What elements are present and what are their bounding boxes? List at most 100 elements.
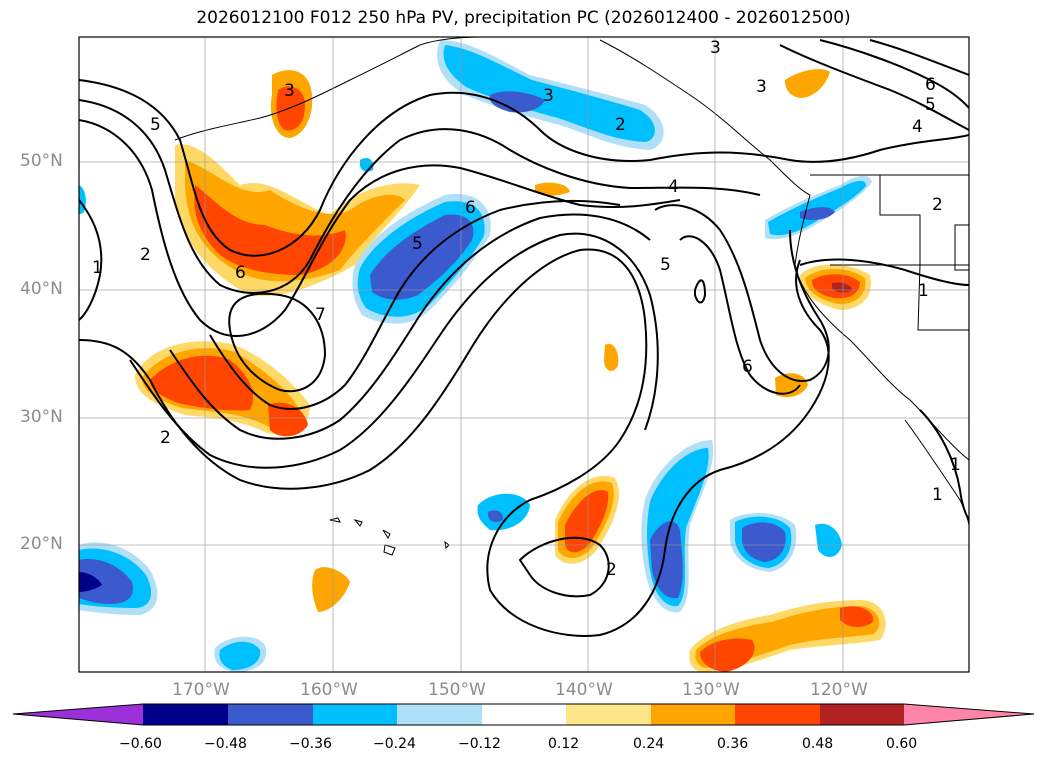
- contour-label: 3: [284, 81, 295, 101]
- contour-label: 2: [606, 560, 617, 580]
- colorbar-tick: −0.48: [204, 736, 247, 752]
- negative-fill-hawaii-west-dark: [488, 510, 504, 523]
- pv-contour-trough-4: [209, 199, 621, 410]
- lon-label-150w: 150°W: [428, 680, 486, 700]
- negative-fill-pnw-dark: [800, 207, 835, 220]
- pv-contour-northeast-1: [779, 44, 969, 131]
- contour-label: 2: [140, 245, 151, 265]
- colorbar-extend-low: [13, 704, 143, 725]
- colorbar-swatch: [228, 704, 313, 725]
- contour-label: 5: [660, 255, 671, 275]
- pv-contour-ridge-2: [79, 99, 761, 294]
- colorbar: [12, 703, 1035, 726]
- negative-anomaly-fills: [79, 40, 872, 672]
- negative-fill-alaska-gulf-blue: [443, 45, 655, 142]
- hawaii-islands: [329, 517, 450, 556]
- pv-contour-ridge-1: [79, 79, 969, 257]
- negative-fill-far-west-navy: [79, 572, 102, 592]
- contour-label: 1: [932, 485, 943, 505]
- lat-label-30n: 30°N: [20, 407, 63, 427]
- map-frame: [78, 36, 970, 673]
- contour-labels: 3 3 3 6 5 4 2 5 6 1 2 6 7 5 4 5 6 1 2 2 …: [92, 38, 961, 580]
- pv-contour-trough-1: [79, 248, 830, 637]
- pv-contour-tiny-7: [694, 279, 707, 304]
- colorbar-outline: [12, 703, 1035, 726]
- contour-label: 5: [412, 234, 423, 254]
- negative-fill-east-tiny: [815, 523, 842, 557]
- lon-label-170w: 170°W: [172, 680, 230, 700]
- colorbar-swatch: [651, 704, 735, 725]
- contour-label: 6: [742, 357, 753, 377]
- positive-fill-aleutian-red: [276, 86, 305, 131]
- contour-label: 5: [925, 95, 936, 115]
- pv-contour-california: [799, 258, 969, 286]
- contour-label: 6: [235, 263, 246, 283]
- pv-contour-east-loop: [654, 204, 830, 382]
- alaska-panhandle-coast: [599, 39, 811, 196]
- lat-label-40n: 40°N: [20, 279, 63, 299]
- contour-label: 6: [925, 75, 936, 95]
- positive-fill-small-1: [604, 343, 619, 372]
- positive-fill-southeast-red-2: [840, 606, 874, 628]
- colorbar-swatch: [313, 704, 397, 725]
- positive-fill-small-4: [785, 69, 830, 98]
- contour-label: 3: [756, 77, 767, 97]
- colorbar-extend-high: [904, 704, 1034, 725]
- pv-contour-ridge-3: [79, 119, 681, 337]
- alaska-coast: [174, 37, 481, 141]
- positive-fill-subtropical-west-small: [268, 402, 308, 437]
- colorbar-tick: 0.24: [633, 736, 665, 752]
- pv-contour-west-edge: [79, 199, 103, 321]
- contour-label: 4: [912, 117, 923, 137]
- colorbar-tick: −0.60: [119, 736, 162, 752]
- lon-label-140w: 140°W: [555, 680, 613, 700]
- colorbar-swatch: [482, 704, 566, 725]
- lat-label-50n: 50°N: [20, 151, 63, 171]
- contour-label: 2: [615, 115, 626, 135]
- colorbar-tick: 0.36: [717, 736, 749, 752]
- positive-fill-small-5: [775, 373, 808, 398]
- contour-label: 1: [92, 258, 103, 278]
- colorbar-tick: 0.12: [548, 736, 580, 752]
- negative-fill-east-small-dark: [742, 522, 786, 562]
- lon-label-160w: 160°W: [300, 680, 358, 700]
- negative-fill-far-west-dark: [79, 559, 133, 604]
- contour-label: 1: [950, 455, 961, 475]
- colorbar-swatch: [397, 704, 482, 725]
- map-title: 2026012100 F012 250 hPa PV, precipitatio…: [196, 8, 851, 28]
- positive-fill-north-pacific-red: [194, 185, 346, 275]
- negative-fill-alaska-gulf-dark: [489, 91, 545, 113]
- contour-label: 3: [710, 38, 721, 58]
- contour-label: 1: [918, 281, 929, 301]
- pv-contour-trough-2: [129, 232, 659, 469]
- lat-label-20n: 20°N: [20, 534, 63, 554]
- colorbar-swatch: [820, 704, 904, 725]
- pv-contours: [79, 39, 969, 637]
- colorbar-tick: 0.60: [886, 736, 918, 752]
- negative-fill-southwest-blue: [219, 641, 261, 670]
- positive-fill-small-2: [312, 567, 350, 612]
- pv-contour-inner-loop: [228, 292, 327, 393]
- contour-label: 4: [668, 177, 679, 197]
- pv-contour-trough-3: [169, 213, 651, 440]
- colorbar-tick: −0.12: [458, 736, 501, 752]
- colorbar-tick: 0.48: [802, 736, 834, 752]
- contour-label: 2: [160, 428, 171, 448]
- colorbar-swatch: [143, 704, 228, 725]
- colorbar-swatch: [566, 704, 651, 725]
- pv-contour-south-loop: [518, 536, 610, 598]
- colorbar-tick: −0.36: [289, 736, 332, 752]
- contour-label: 2: [932, 195, 943, 215]
- pv-contour-east-loop-2: [679, 235, 801, 395]
- positive-fill-southeast-red: [700, 638, 755, 672]
- negative-fill-central-north-dark: [370, 214, 474, 300]
- contour-label: 7: [315, 305, 326, 325]
- lon-label-120w: 120°W: [810, 680, 868, 700]
- pv-contour-northeast-2: [819, 39, 969, 109]
- pv-contour-mexico: [919, 409, 969, 521]
- lon-label-130w: 130°W: [682, 680, 740, 700]
- state-lines: [830, 175, 969, 331]
- contour-label: 6: [465, 198, 476, 218]
- contour-label: 3: [543, 86, 554, 106]
